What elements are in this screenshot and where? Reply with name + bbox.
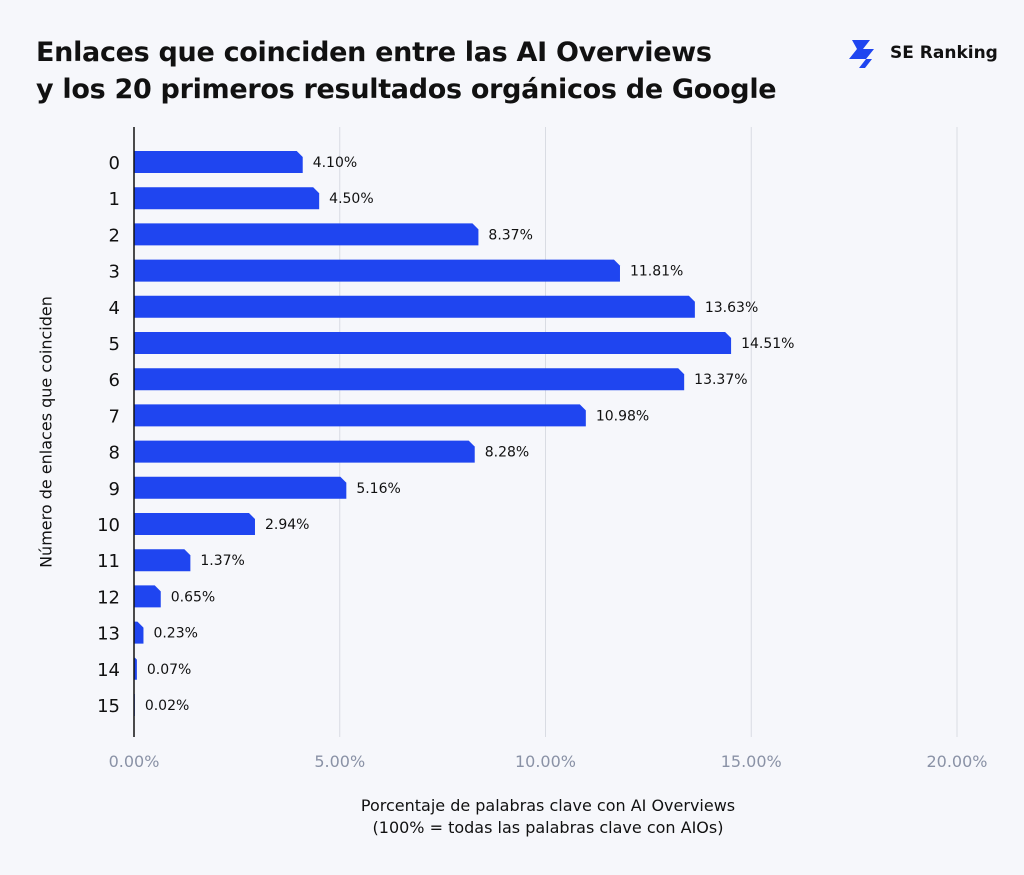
bar-value-label: 11.81%	[630, 264, 683, 280]
bar	[134, 440, 475, 463]
bar-value-label: 14.51%	[741, 336, 794, 352]
y-tick-label: 1	[109, 189, 120, 210]
x-tick-label: 10.00%	[515, 752, 576, 771]
bar	[134, 585, 161, 608]
brand-name: SE Ranking	[890, 43, 998, 63]
bar	[134, 476, 347, 499]
x-tick-label: 0.00%	[109, 752, 160, 771]
bar-value-label: 8.37%	[488, 227, 532, 243]
bar-value-label: 8.28%	[485, 445, 529, 461]
bar	[134, 259, 620, 282]
bar-value-label: 0.07%	[147, 662, 191, 678]
se-ranking-logo-icon	[849, 40, 874, 68]
bar	[134, 223, 479, 246]
bar-value-label: 5.16%	[356, 481, 400, 497]
x-tick-labels: 0.00% 5.00% 10.00% 15.00% 20.00%	[109, 752, 988, 771]
bar-value-label: 13.63%	[705, 300, 758, 316]
bar	[134, 295, 695, 318]
y-tick-label: 4	[109, 298, 120, 319]
grid-lines	[339, 127, 958, 737]
bar	[134, 187, 320, 210]
bar-value-label: 0.02%	[145, 698, 189, 714]
bar-value-label: 4.50%	[329, 191, 373, 207]
x-tick-label: 20.00%	[926, 752, 987, 771]
x-axis-label-line-2: (100% = todas las palabras clave con AIO…	[372, 818, 724, 837]
chart-title-line-1: Enlaces que coinciden entre las AI Overv…	[36, 37, 712, 68]
y-tick-label: 7	[109, 406, 120, 427]
x-tick-label: 5.00%	[314, 752, 365, 771]
bars	[134, 151, 732, 716]
bar	[134, 513, 255, 535]
x-tick-label: 15.00%	[721, 752, 782, 771]
bar-value-label: 13.37%	[694, 372, 747, 388]
chart-title: Enlaces que coinciden entre las AI Overv…	[36, 34, 816, 108]
x-axis-label-line-1: Porcentaje de palabras clave con AI Over…	[360, 796, 736, 815]
y-tick-label: 9	[109, 479, 120, 500]
y-tick-label: 0	[109, 153, 120, 174]
bar	[134, 368, 685, 391]
y-tick-label: 2	[109, 225, 120, 246]
brand-logo: SE Ranking	[848, 36, 998, 70]
y-tick-label: 13	[97, 624, 120, 645]
bar	[134, 332, 732, 354]
y-tick-label: 6	[109, 370, 120, 391]
bar	[134, 621, 144, 644]
value-labels: 4.10% 4.50% 8.37% 11.81% 13.63% 14.51% 13.37% 1…	[145, 155, 795, 714]
bar-value-label: 2.94%	[265, 517, 309, 533]
y-tick-label: 8	[109, 443, 120, 464]
y-tick-label: 15	[97, 696, 120, 717]
x-axis-label: Porcentaje de palabras clave con AI Over…	[248, 795, 848, 839]
y-tick-label: 5	[109, 334, 120, 355]
bar-value-label: 0.65%	[171, 589, 215, 605]
bar	[134, 151, 303, 173]
bar	[134, 404, 586, 427]
chart-title-line-2: y los 20 primeros resultados orgánicos d…	[36, 74, 777, 105]
bar-value-label: 4.10%	[313, 155, 357, 171]
y-axis-label: Número de enlaces que coinciden	[36, 296, 56, 568]
bar	[134, 549, 191, 572]
y-tick-label: 12	[97, 587, 120, 608]
y-tick-label: 11	[97, 551, 120, 572]
y-tick-label: 10	[97, 515, 120, 536]
bar-value-label: 10.98%	[596, 408, 649, 424]
bar-value-label: 1.37%	[200, 553, 244, 569]
bar-value-label: 0.23%	[153, 626, 197, 642]
y-tick-label: 14	[97, 660, 120, 681]
y-tick-label: 3	[109, 262, 120, 283]
